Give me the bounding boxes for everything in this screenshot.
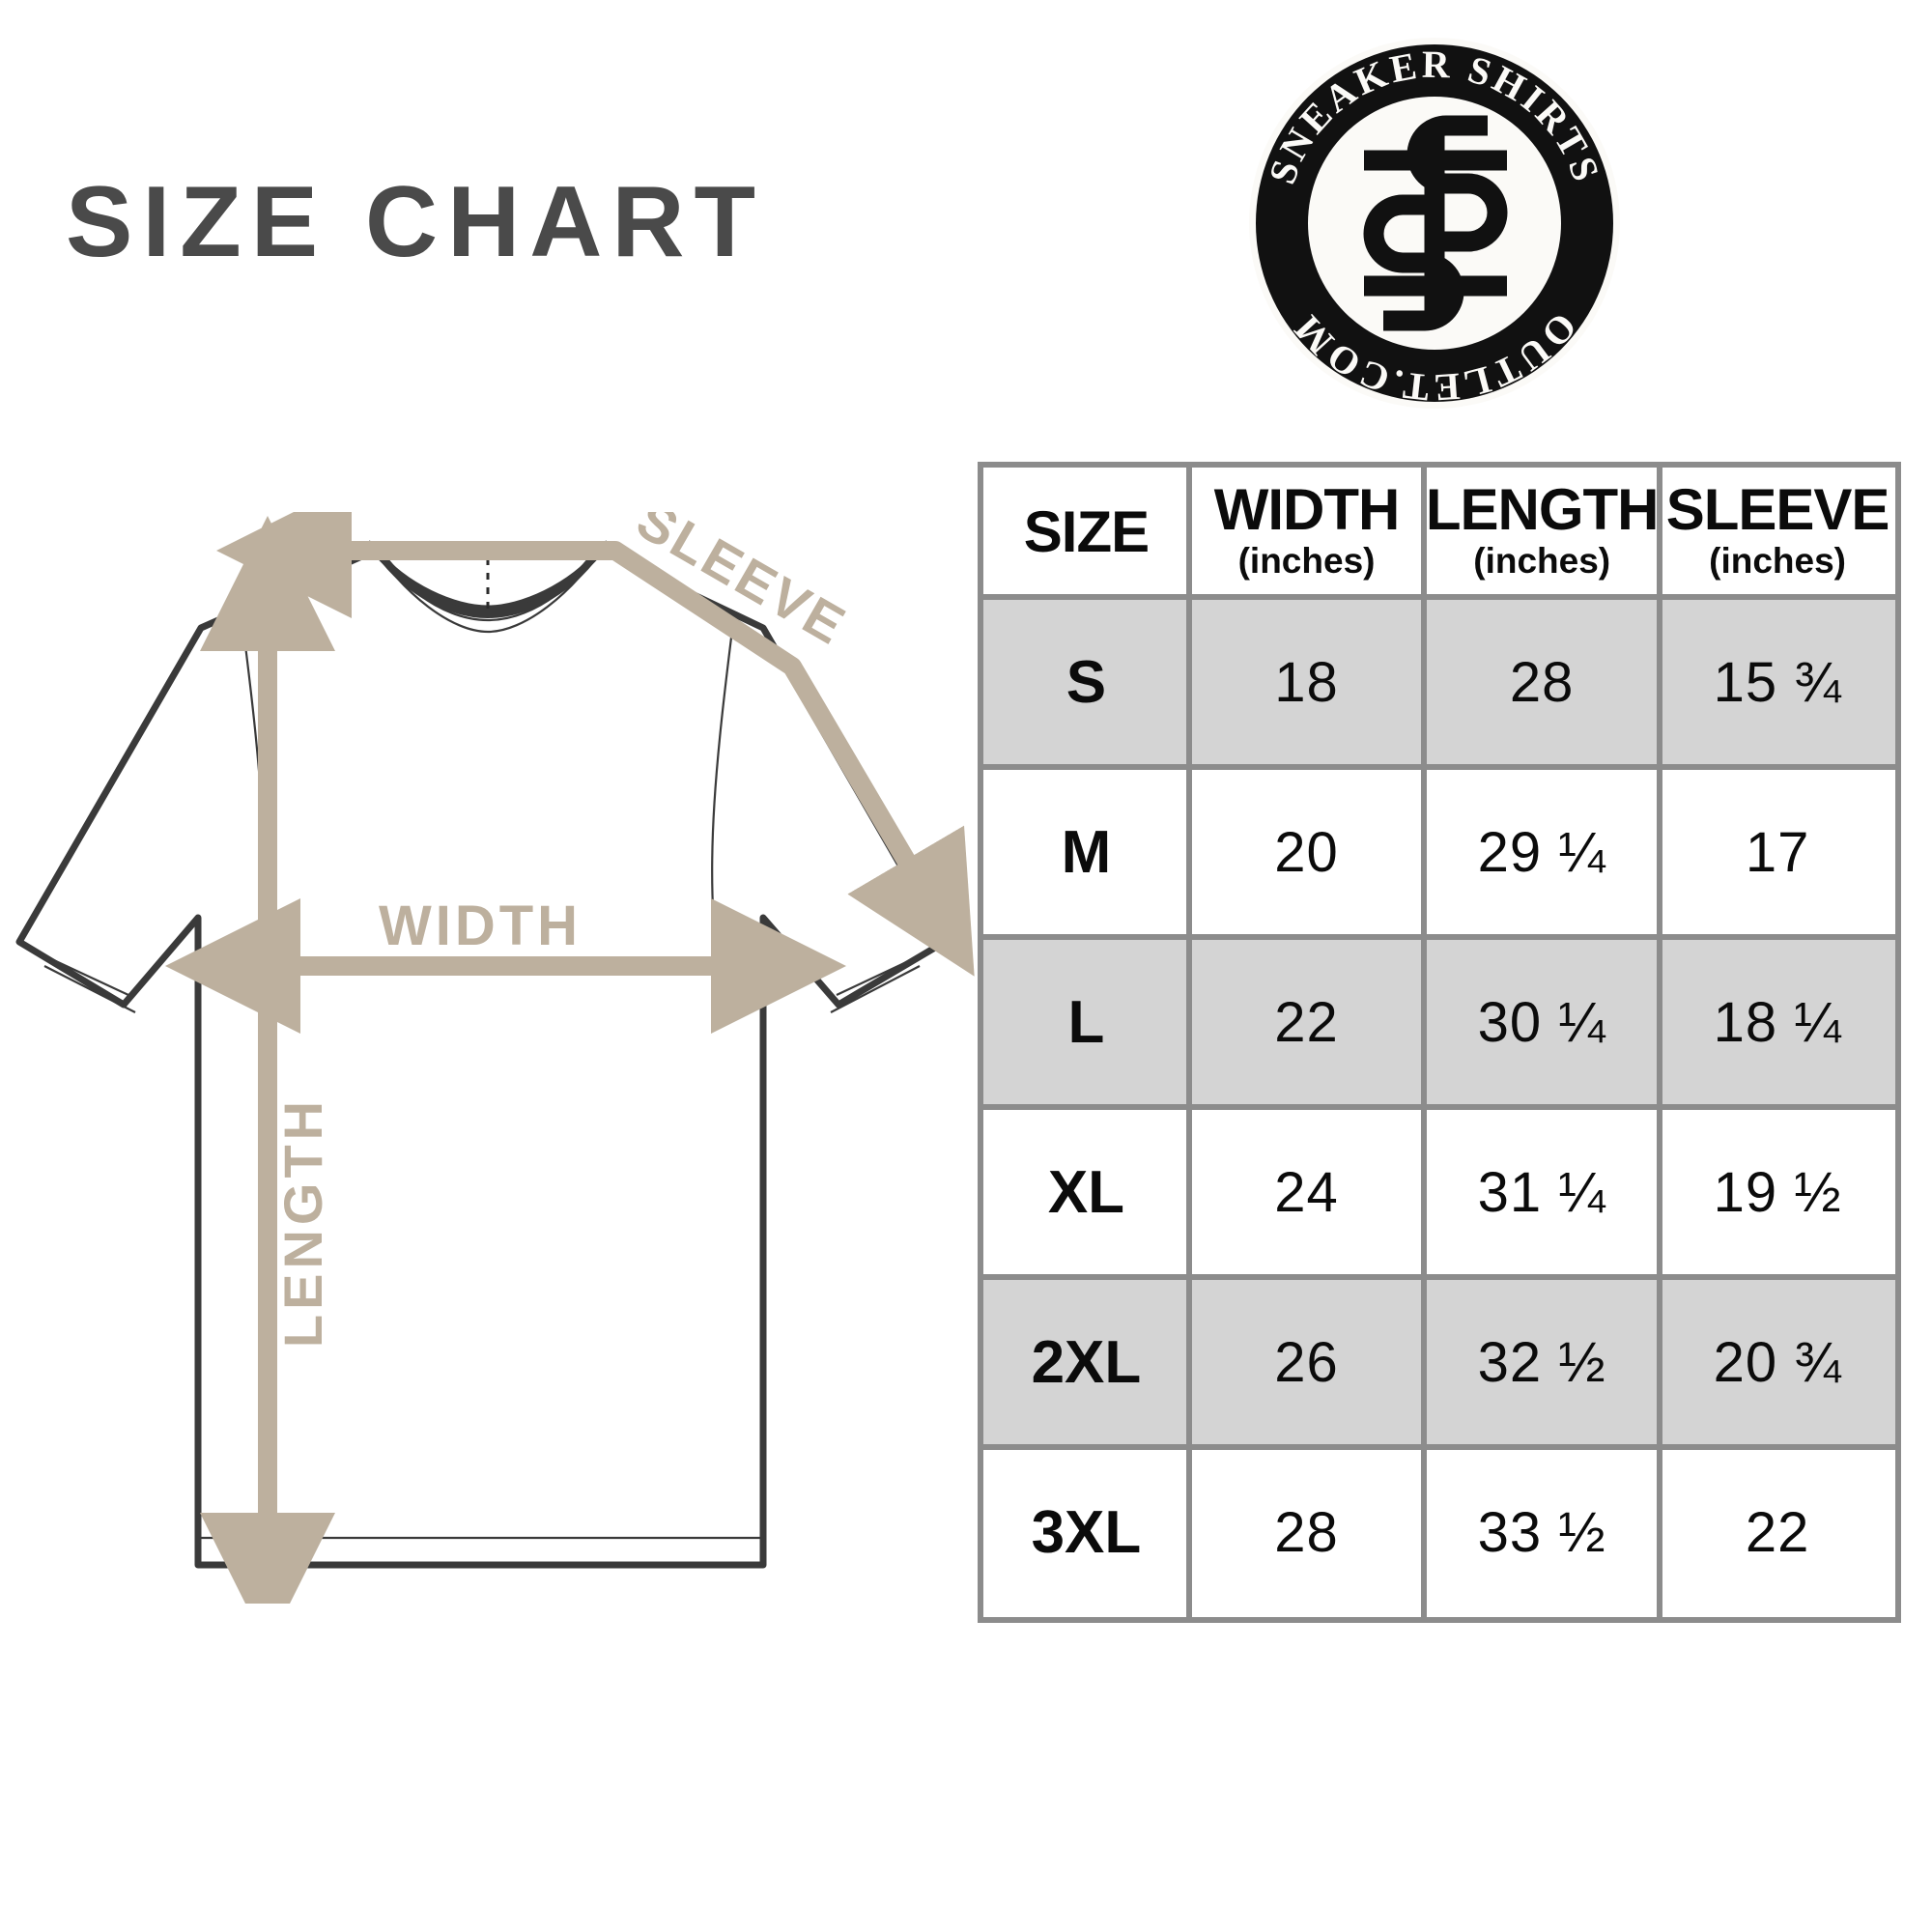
cell-size: 3XL xyxy=(980,1444,1192,1620)
header-main-label: SIZE xyxy=(1023,499,1150,564)
cell-size: S xyxy=(980,594,1192,770)
header-main-label: LENGTH xyxy=(1425,476,1660,542)
sneaker-shirts-outlet-logo: SNEAKER SHIRTS OUTLET.COM xyxy=(1248,37,1621,410)
cell-sleeve: 15 ¾ xyxy=(1657,594,1898,770)
table-row: S 18 28 15 ¾ xyxy=(980,594,1898,770)
cell-sleeve: 17 xyxy=(1657,764,1898,940)
header-sub-label: (inches) xyxy=(1709,540,1846,581)
cell-width: 18 xyxy=(1185,594,1428,770)
header-main-label: WIDTH xyxy=(1213,476,1401,542)
cell-size: M xyxy=(980,764,1192,940)
width-label: WIDTH xyxy=(379,895,582,957)
cell-length: 31 ¼ xyxy=(1421,1104,1663,1280)
sleeve-measure-arrow xyxy=(216,512,975,977)
cell-sleeve: 20 ¾ xyxy=(1657,1274,1898,1450)
cell-length: 28 xyxy=(1421,594,1663,770)
cell-size: 2XL xyxy=(980,1274,1192,1450)
table-row: XL 24 31 ¼ 19 ½ xyxy=(980,1104,1898,1280)
size-chart-table: SIZE WIDTH (inches) LENGTH (inches) SLEE… xyxy=(978,462,1901,1623)
header-main-label: SLEEVE xyxy=(1665,476,1890,542)
cell-length: 29 ¼ xyxy=(1421,764,1663,940)
cell-sleeve: 18 ¼ xyxy=(1657,934,1898,1110)
table-row: L 22 30 ¼ 18 ¼ xyxy=(980,934,1898,1110)
cell-width: 20 xyxy=(1185,764,1428,940)
table-header-row: SIZE WIDTH (inches) LENGTH (inches) SLEE… xyxy=(980,465,1898,600)
header-cell-length: LENGTH (inches) xyxy=(1421,465,1663,600)
cell-width: 24 xyxy=(1185,1104,1428,1280)
cell-size: XL xyxy=(980,1104,1192,1280)
table-row: 3XL 28 33 ½ 22 xyxy=(980,1444,1898,1620)
cell-width: 26 xyxy=(1185,1274,1428,1450)
cell-sleeve: 22 xyxy=(1657,1444,1898,1620)
header-cell-sleeve: SLEEVE (inches) xyxy=(1657,465,1898,600)
table-row: M 20 29 ¼ 17 xyxy=(980,764,1898,940)
cell-size: L xyxy=(980,934,1192,1110)
header-sub-label: (inches) xyxy=(1237,540,1376,581)
header-sub-label: (inches) xyxy=(1473,540,1611,581)
tshirt-measurement-diagram: SLEEVE WIDTH LENGTH xyxy=(0,512,976,1604)
cell-length: 33 ½ xyxy=(1421,1444,1663,1620)
cell-length: 32 ½ xyxy=(1421,1274,1663,1450)
cell-width: 28 xyxy=(1185,1444,1428,1620)
cell-width: 22 xyxy=(1185,934,1428,1110)
header-cell-width: WIDTH (inches) xyxy=(1185,465,1428,600)
cell-sleeve: 19 ½ xyxy=(1657,1104,1898,1280)
cell-length: 30 ¼ xyxy=(1421,934,1663,1110)
page-title: SIZE CHART xyxy=(66,166,765,278)
header-cell-size: SIZE xyxy=(980,465,1192,600)
table-row: 2XL 26 32 ½ 20 ¾ xyxy=(980,1274,1898,1450)
logo-ss-monogram xyxy=(1363,115,1508,331)
length-label: LENGTH xyxy=(272,1096,333,1348)
